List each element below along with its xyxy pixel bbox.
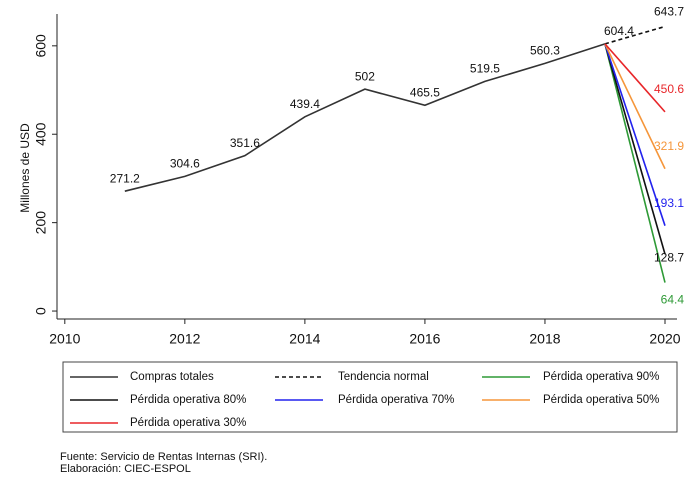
- data-label: 465.5: [410, 85, 440, 99]
- data-label: 643.7: [654, 5, 684, 19]
- data-label: 519.5: [470, 62, 500, 76]
- legend-label: Compras totales: [130, 371, 214, 383]
- legend-label: Tendencia normal: [338, 371, 429, 383]
- x-tick-label: 2020: [649, 331, 680, 347]
- series-line: [604, 43, 666, 170]
- legend-label: Pérdida operativa 50%: [543, 394, 659, 406]
- x-tick-label: 2014: [289, 331, 320, 347]
- data-label: 304.6: [170, 157, 200, 171]
- data-label: 351.6: [230, 136, 260, 150]
- legend-label: Pérdida operativa 30%: [130, 417, 246, 429]
- y-axis-label: Millones de USD: [18, 123, 32, 213]
- x-tick-label: 2018: [529, 331, 560, 347]
- series-line: [604, 43, 666, 255]
- data-label: 450.6: [654, 82, 684, 96]
- series-line: [604, 25, 666, 45]
- data-label: 502: [355, 69, 375, 83]
- legend-label: Pérdida operativa 90%: [543, 371, 659, 383]
- x-tick-label: 2012: [169, 331, 200, 347]
- y-tick-label: 400: [33, 122, 49, 146]
- data-label: 271.2: [110, 171, 140, 185]
- note: Elaboración: CIEC-ESPOL: [60, 463, 191, 475]
- data-label: 128.7: [654, 250, 684, 264]
- y-tick-label: 0: [33, 307, 49, 315]
- data-label: 321.9: [654, 139, 684, 153]
- data-label: 560.3: [530, 44, 560, 58]
- x-tick-label: 2010: [49, 331, 80, 347]
- data-label: 439.4: [290, 97, 320, 111]
- series-line: [604, 43, 666, 283]
- legend-box: [62, 361, 678, 433]
- legend-label: Pérdida operativa 80%: [130, 394, 246, 406]
- legend-label: Pérdida operativa 70%: [338, 394, 454, 406]
- note: Fuente: Servicio de Rentas Internas (SRI…: [60, 451, 267, 463]
- x-tick-label: 2016: [409, 331, 440, 347]
- y-tick-label: 600: [33, 34, 49, 58]
- y-tick-label: 200: [33, 211, 49, 235]
- data-label: 64.4: [661, 293, 685, 307]
- series-line: [124, 43, 606, 192]
- data-label: 193.1: [654, 196, 684, 210]
- series-line: [604, 43, 666, 113]
- series-line: [604, 43, 666, 226]
- data-label: 604.4: [604, 24, 634, 38]
